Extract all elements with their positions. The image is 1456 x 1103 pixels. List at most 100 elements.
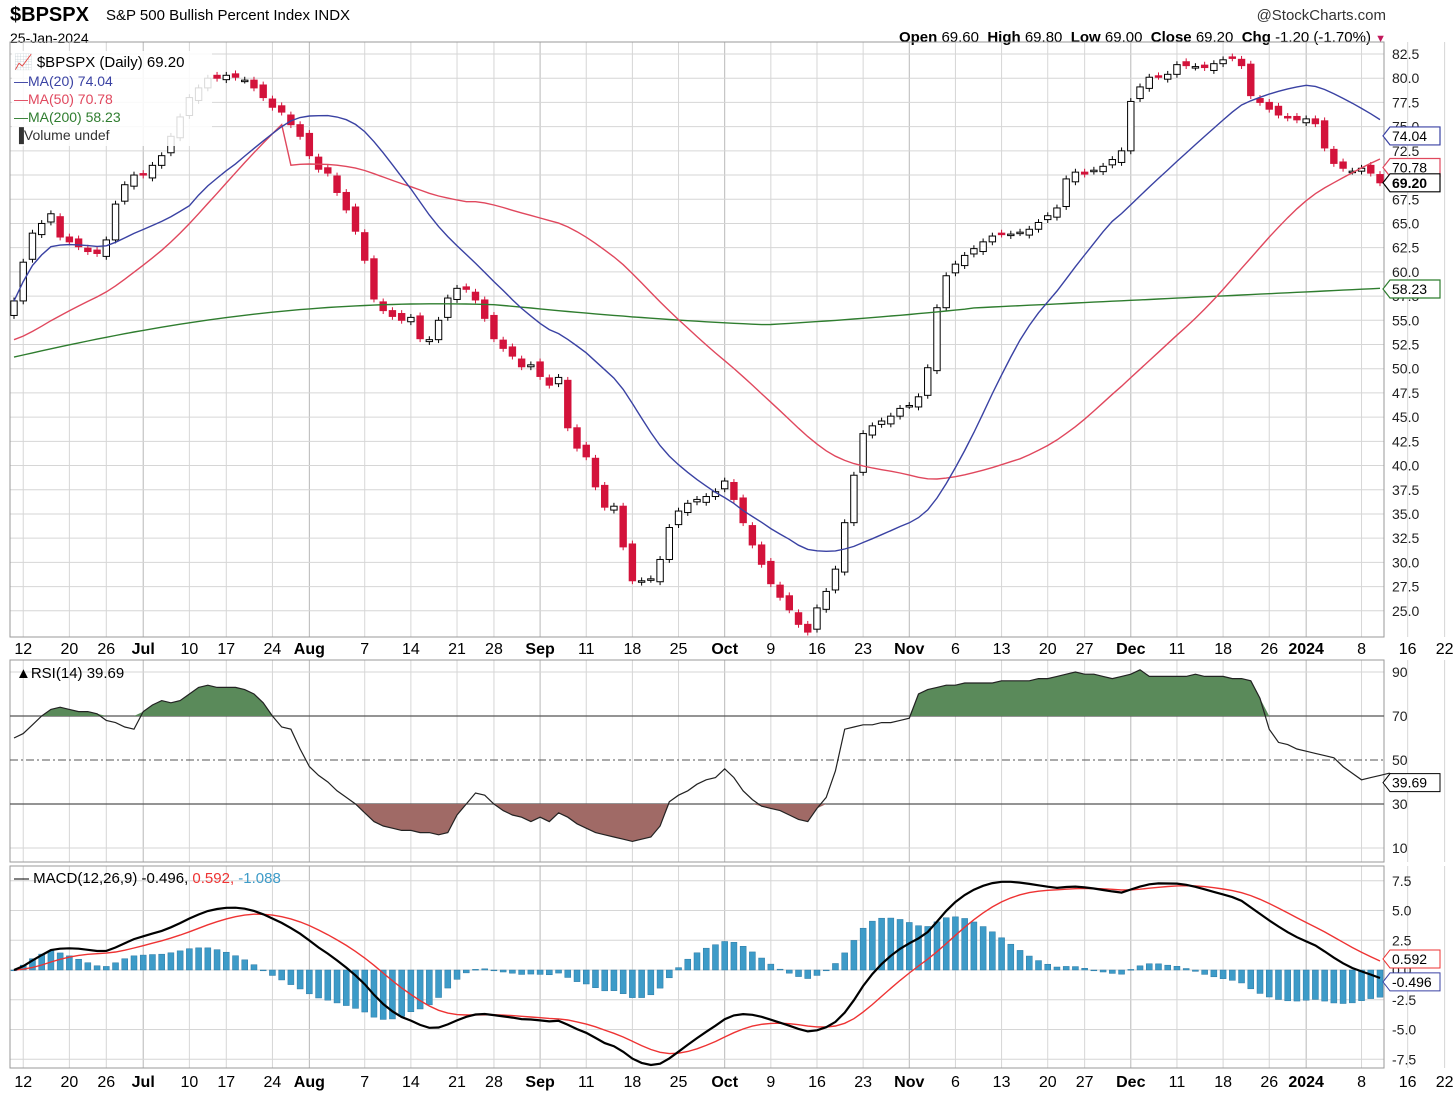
rsi-value-tag-text: 39.69 bbox=[1392, 775, 1427, 791]
x-tick-label: Sep bbox=[525, 641, 555, 658]
candle-body bbox=[1293, 115, 1301, 121]
candle-body bbox=[1182, 61, 1190, 67]
x-tick-label: 13 bbox=[993, 641, 1011, 658]
candle-body bbox=[1034, 221, 1043, 230]
candle-body bbox=[1191, 66, 1200, 69]
macd-histogram-bar bbox=[139, 954, 147, 971]
x-tick-label: 25 bbox=[670, 641, 688, 658]
macd-histogram-bar bbox=[453, 969, 461, 980]
macd-histogram-bar bbox=[1062, 966, 1070, 971]
macd-histogram-bar bbox=[1256, 969, 1264, 994]
macd-histogram-bar bbox=[555, 969, 562, 974]
macd-histogram-bar bbox=[1164, 964, 1171, 971]
macd-histogram-bar bbox=[1035, 960, 1042, 971]
macd-histogram-bar bbox=[75, 958, 82, 971]
x-tick-label: 6 bbox=[951, 641, 960, 658]
x-tick-label: 25 bbox=[670, 1074, 688, 1091]
macd-histogram-bar bbox=[1219, 969, 1227, 979]
candle-body bbox=[499, 339, 507, 349]
macd-histogram-bar bbox=[896, 919, 904, 971]
candle-body bbox=[1071, 171, 1080, 183]
macd-signal-tag-box bbox=[1382, 949, 1441, 969]
candle-body bbox=[1210, 63, 1218, 71]
candle-body bbox=[416, 315, 424, 340]
macd-histogram-bar bbox=[1127, 969, 1135, 971]
x-tick-label: 10 bbox=[180, 641, 198, 658]
macd-histogram-bar bbox=[786, 969, 793, 974]
change-down-icon: ▼ bbox=[1375, 33, 1386, 45]
macd-histogram-bar bbox=[333, 969, 341, 1004]
macd-histogram-bar bbox=[56, 952, 64, 971]
macd-histogram-bar bbox=[1330, 969, 1338, 1004]
x-tick-label: 14 bbox=[402, 1074, 420, 1091]
x-tick-label: 12 bbox=[14, 641, 32, 658]
price-tick-label: 32.5 bbox=[1392, 530, 1419, 546]
candle-body bbox=[527, 364, 535, 368]
macd-histogram-bar bbox=[287, 969, 295, 985]
x-tick-label: Nov bbox=[894, 641, 924, 658]
macd-histogram-bar bbox=[730, 942, 738, 971]
macd-histogram-bar bbox=[407, 969, 415, 1013]
macd-histogram-bar bbox=[167, 952, 175, 971]
macd-histogram-bar bbox=[1081, 968, 1088, 971]
macd-histogram-bar bbox=[712, 944, 719, 971]
rsi-value-tag: 39.69 bbox=[1382, 773, 1441, 793]
exchange-label: INDX bbox=[314, 7, 351, 24]
candle-body bbox=[1154, 75, 1163, 78]
macd-histogram-bar bbox=[343, 969, 350, 1006]
x-tick-label: 24 bbox=[264, 641, 282, 658]
rsi-tick-label: 10 bbox=[1392, 840, 1408, 856]
macd-histogram-bar bbox=[379, 969, 387, 1020]
candle-body bbox=[896, 407, 904, 417]
x-tick-label: 16 bbox=[808, 641, 826, 658]
legend-ma20: —MA(20) 74.04 bbox=[14, 73, 113, 89]
macd-histogram-bar bbox=[952, 916, 959, 971]
close-value-tag-box bbox=[1382, 173, 1441, 193]
macd-histogram-bar bbox=[66, 955, 73, 971]
x-tick-label: 16 bbox=[808, 1074, 826, 1091]
candle-body bbox=[684, 502, 692, 514]
candle-body bbox=[259, 84, 267, 99]
macd-histogram-bar bbox=[149, 954, 156, 971]
x-tick-label: 11 bbox=[1169, 641, 1186, 658]
ma20-line bbox=[13, 84, 1381, 553]
close-value-tag: 69.20 bbox=[1382, 173, 1441, 193]
x-tick-label: 20 bbox=[60, 1074, 78, 1091]
price-tick-label: 55.0 bbox=[1392, 312, 1419, 328]
price-tick-label: 37.5 bbox=[1392, 482, 1419, 498]
macd-histogram-bar bbox=[1275, 969, 1282, 1000]
candle-body bbox=[933, 307, 941, 372]
x-tick-label: 18 bbox=[1214, 1074, 1232, 1091]
macd-histogram-bar bbox=[592, 969, 599, 988]
macd-histogram-bar bbox=[1293, 969, 1301, 1002]
candle-body bbox=[47, 213, 55, 223]
x-tick-label: 16 bbox=[1399, 641, 1417, 658]
macd-histogram-bar bbox=[1358, 969, 1365, 1001]
candle-body bbox=[370, 258, 378, 300]
x-tick-label: 18 bbox=[1214, 641, 1232, 658]
candle-body bbox=[481, 299, 489, 319]
x-tick-label: 7 bbox=[360, 641, 369, 658]
candle-body bbox=[619, 505, 627, 548]
ma200-value-tag-box bbox=[1382, 279, 1441, 299]
macd-histogram-bar bbox=[573, 969, 581, 982]
candle-body bbox=[314, 156, 323, 170]
x-tick-label: Oct bbox=[711, 641, 738, 658]
candle-body bbox=[1108, 159, 1117, 166]
x-tick-label: 27 bbox=[1076, 641, 1094, 658]
candle-body bbox=[730, 481, 738, 500]
macd-value-tag-text: -0.496 bbox=[1392, 974, 1432, 990]
legend-ma50: —MA(50) 70.78 bbox=[14, 91, 113, 107]
price-candles bbox=[10, 53, 1384, 636]
rsi-oversold-fill bbox=[14, 804, 1417, 842]
candle-body bbox=[84, 247, 92, 253]
macd-histogram-bar bbox=[269, 969, 276, 976]
candle-body bbox=[887, 415, 895, 425]
candle-body bbox=[693, 498, 701, 503]
ma200-value-tag-text: 58.23 bbox=[1392, 281, 1427, 297]
candle-body bbox=[656, 558, 664, 583]
candle-body bbox=[1062, 178, 1070, 208]
x-tick-label: 26 bbox=[1260, 641, 1278, 658]
macd-tick-label: -2.5 bbox=[1392, 992, 1416, 1008]
